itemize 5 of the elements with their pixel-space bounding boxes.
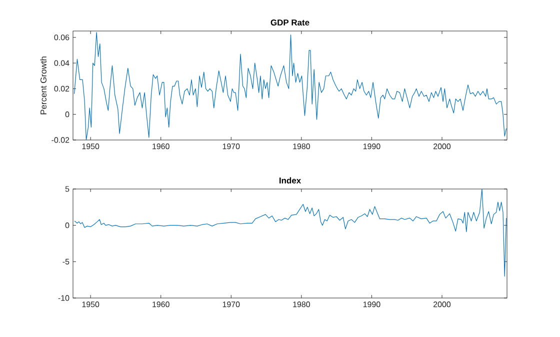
y-axis-title: Percent Growth [40,56,46,114]
chart-title: Index [280,177,301,184]
line-series [74,189,507,276]
line-series [74,32,507,140]
chart-title: GDP Rate [270,20,310,26]
